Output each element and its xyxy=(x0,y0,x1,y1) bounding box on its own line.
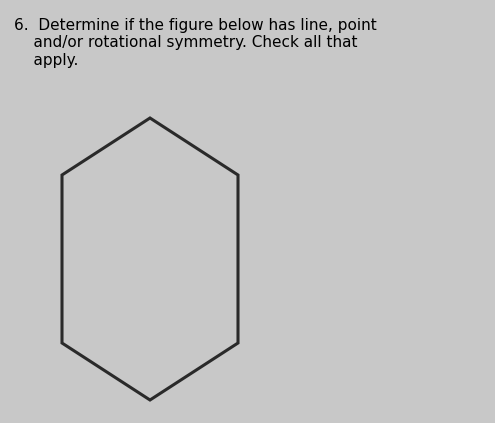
Text: 6.  Determine if the figure below has line, point
    and/or rotational symmetry: 6. Determine if the figure below has lin… xyxy=(14,18,377,68)
